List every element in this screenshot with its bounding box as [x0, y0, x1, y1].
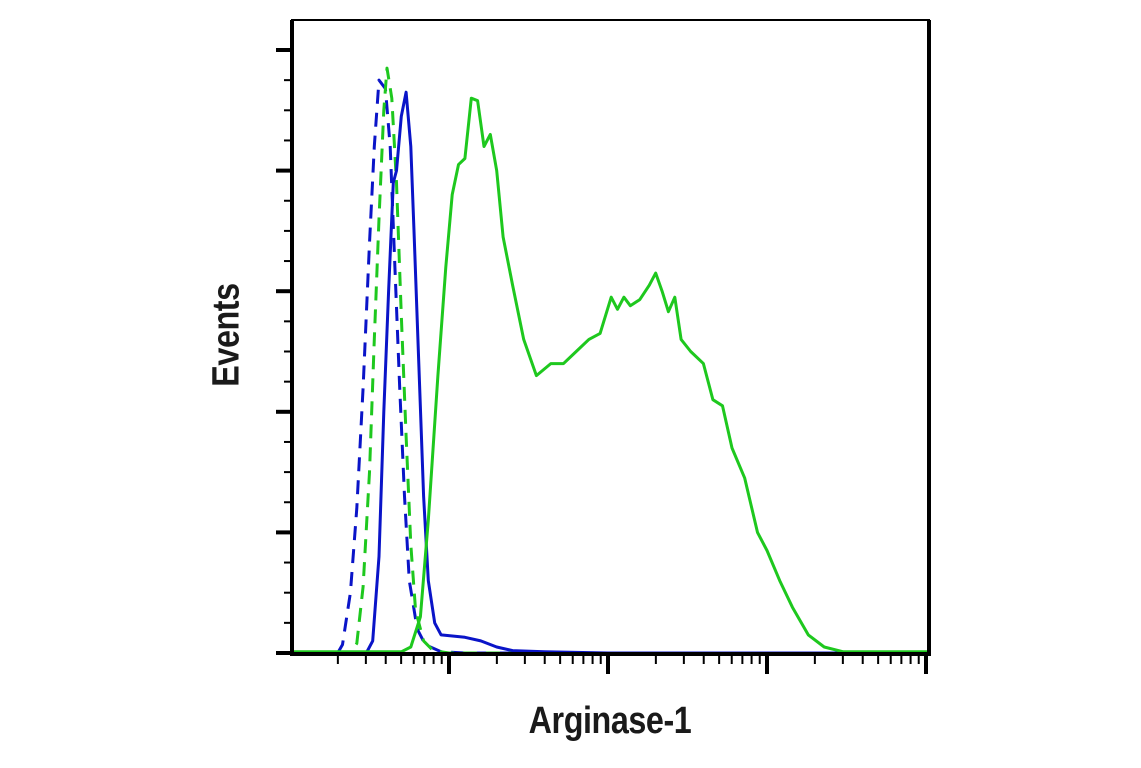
series-curve-2: [291, 90, 930, 655]
series-curve-1: [291, 66, 930, 655]
series-curve-3: [291, 96, 930, 654]
plot-frame: [290, 19, 931, 656]
x-axis-label: Arginase-1: [528, 700, 692, 742]
y-axis-ticks: [276, 48, 292, 655]
y-axis-label: Events: [205, 283, 248, 387]
series-curve-0: [291, 78, 930, 655]
histogram-curves: [291, 66, 930, 655]
x-axis-ticks: [336, 654, 928, 674]
